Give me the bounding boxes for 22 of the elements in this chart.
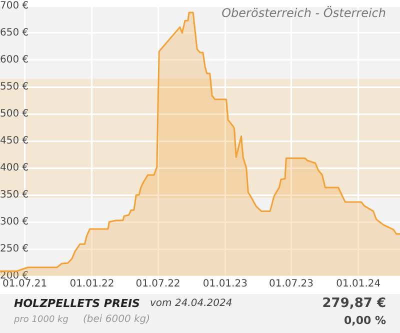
y-tick-label: 500 € [0,108,29,120]
y-tick-label: 300 € [0,216,29,228]
y-tick-label: 350 € [0,190,29,201]
x-tick-label: 01.01.24 [336,278,381,290]
chart-subtitle: Oberösterreich - Österreich [222,6,386,20]
text: pro 1000 kg [14,315,68,325]
text: (bei 6000 kg) [83,314,150,325]
y-tick-label: 550 € [0,82,29,93]
x-tick-label: 01.01.22 [70,278,114,290]
y-tick-label: 400 € [0,162,29,174]
text: 0,00 % [344,314,386,327]
text: HOLZPELLETS PREIS [14,297,140,310]
x-tick-label: 01.01.23 [202,278,248,290]
text: 279,87 € [322,296,386,311]
y-tick-label: 700 € [0,0,29,12]
y-tick-label: 650 € [0,28,29,39]
text: vom 24.04.2024 [150,298,232,309]
x-tick-label: 01.07.23 [268,278,314,290]
y-tick-label: 600 € [0,54,29,66]
y-tick-label: 250 € [0,244,29,255]
x-tick-label: 01.07.22 [136,278,180,290]
y-tick-label: 450 € [0,136,29,147]
